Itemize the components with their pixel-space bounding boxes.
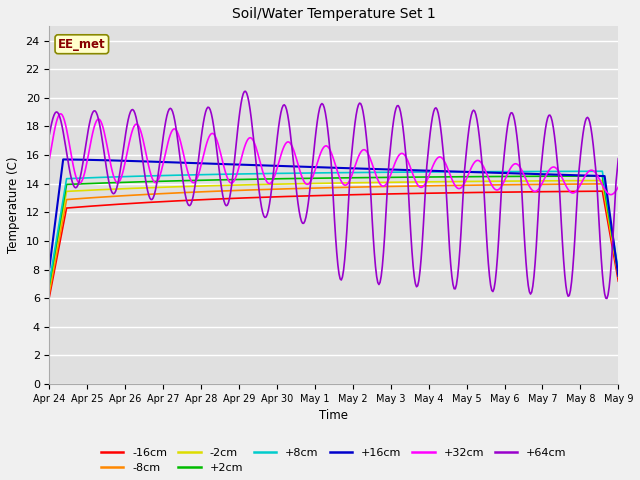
-8cm [353, 184, 361, 190]
+2cm [602, 194, 610, 200]
+8cm [319, 170, 327, 176]
-2cm [512, 178, 520, 184]
Text: EE_met: EE_met [58, 38, 106, 51]
+64cm [317, 102, 324, 108]
Line: +32cm: +32cm [49, 114, 618, 194]
Line: +2cm: +2cm [49, 176, 618, 284]
-2cm [45, 285, 53, 291]
-16cm [319, 192, 327, 198]
-16cm [316, 192, 323, 198]
+8cm [384, 169, 392, 175]
+64cm [614, 156, 622, 161]
+2cm [353, 175, 361, 180]
+32cm [614, 184, 622, 190]
-8cm [602, 201, 610, 207]
+16cm [317, 165, 324, 170]
+32cm [602, 188, 610, 194]
+64cm [355, 102, 362, 108]
-8cm [319, 185, 327, 191]
-2cm [316, 180, 323, 186]
-8cm [512, 182, 520, 188]
-16cm [512, 189, 520, 195]
-16cm [614, 278, 622, 284]
-8cm [598, 181, 606, 187]
+32cm [513, 161, 521, 167]
-2cm [614, 273, 622, 278]
+64cm [513, 133, 521, 139]
+8cm [45, 278, 53, 284]
Line: -8cm: -8cm [49, 184, 618, 292]
Line: +64cm: +64cm [49, 91, 618, 299]
Line: +16cm: +16cm [49, 159, 618, 276]
+16cm [321, 165, 328, 170]
+64cm [603, 296, 611, 301]
+8cm [316, 170, 323, 176]
-16cm [384, 191, 392, 197]
+64cm [385, 158, 393, 164]
+64cm [321, 105, 328, 110]
+8cm [602, 190, 610, 195]
+32cm [45, 156, 53, 161]
Legend: -16cm, -8cm, -2cm, +2cm, +8cm, +16cm, +32cm, +64cm: -16cm, -8cm, -2cm, +2cm, +8cm, +16cm, +3… [97, 443, 571, 478]
-8cm [316, 185, 323, 191]
-2cm [602, 198, 610, 204]
-16cm [598, 188, 606, 194]
+32cm [607, 192, 614, 197]
+64cm [602, 295, 610, 301]
+8cm [512, 168, 520, 174]
+8cm [598, 168, 606, 174]
+64cm [242, 88, 250, 94]
X-axis label: Time: Time [319, 409, 348, 422]
+32cm [355, 154, 362, 160]
+2cm [45, 281, 53, 287]
-8cm [384, 183, 392, 189]
+2cm [512, 173, 520, 179]
+8cm [614, 268, 622, 274]
+2cm [384, 174, 392, 180]
+32cm [385, 176, 393, 181]
+64cm [45, 131, 53, 137]
+16cm [602, 181, 610, 187]
Line: -16cm: -16cm [49, 191, 618, 296]
+32cm [317, 150, 324, 156]
-2cm [384, 180, 392, 185]
-2cm [353, 180, 361, 186]
-2cm [598, 178, 606, 183]
+8cm [353, 169, 361, 175]
-16cm [602, 207, 610, 213]
Y-axis label: Temperature (C): Temperature (C) [7, 157, 20, 253]
-8cm [45, 289, 53, 295]
+2cm [316, 175, 323, 181]
+32cm [321, 144, 328, 150]
-2cm [319, 180, 327, 186]
-16cm [45, 293, 53, 299]
+16cm [60, 156, 67, 162]
Line: -2cm: -2cm [49, 180, 618, 288]
-16cm [353, 192, 361, 197]
-8cm [614, 275, 622, 280]
Line: +8cm: +8cm [49, 171, 618, 281]
+2cm [319, 175, 327, 181]
+2cm [614, 270, 622, 276]
+32cm [57, 111, 65, 117]
+16cm [385, 167, 393, 172]
+2cm [598, 173, 606, 179]
+16cm [513, 170, 521, 176]
+16cm [355, 166, 362, 171]
Title: Soil/Water Temperature Set 1: Soil/Water Temperature Set 1 [232, 7, 436, 21]
+16cm [45, 264, 53, 270]
+16cm [614, 273, 622, 279]
